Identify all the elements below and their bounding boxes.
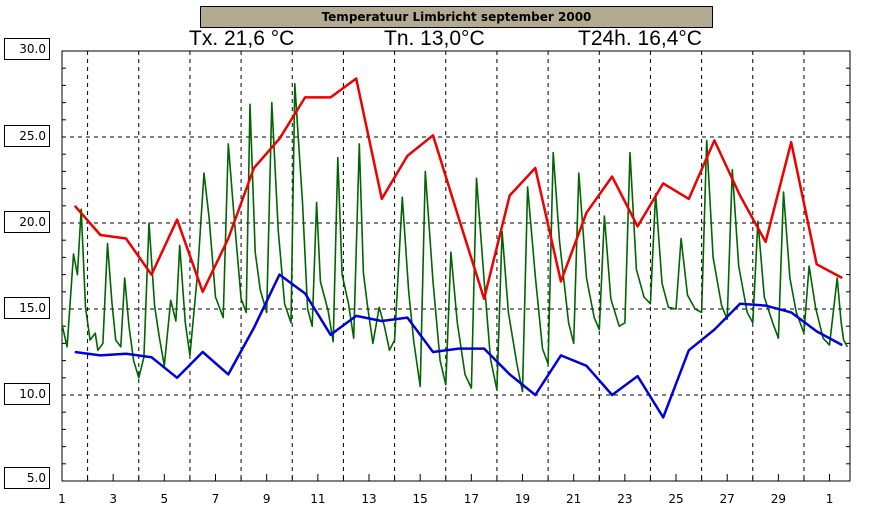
y-tick-label: 15.0 xyxy=(4,297,50,319)
x-tick-label: 21 xyxy=(566,492,581,506)
x-tick-label: 9 xyxy=(263,492,271,506)
x-tick-label: 13 xyxy=(361,492,376,506)
chart-title: Temperatuur Limbricht september 2000 xyxy=(200,6,713,28)
stat-tx: Tx. 21,6 °C xyxy=(189,27,295,50)
plot-border xyxy=(61,50,851,482)
x-tick-label: 23 xyxy=(617,492,632,506)
x-axis-labels: 1 3 5 7 9 11 13 15 17 19 21 23 25 27 29 1 xyxy=(58,492,833,506)
series-line-temp xyxy=(61,82,849,393)
y-tick-label: 30.0 xyxy=(4,38,50,60)
y-tick-label: 5.0 xyxy=(4,467,50,489)
series-line-max xyxy=(73,77,843,300)
x-tick-label: 7 xyxy=(212,492,220,506)
chart-grid xyxy=(62,51,850,481)
x-tick-label: 1 xyxy=(826,492,834,506)
plot-frame xyxy=(61,50,851,482)
y-tick-label: 10.0 xyxy=(4,383,50,405)
stat-t24: T24h. 16,4°C xyxy=(578,27,702,50)
x-tick-label: 3 xyxy=(109,492,117,506)
stat-tn: Tn. 13,0°C xyxy=(384,27,485,50)
x-tick-label: 5 xyxy=(161,492,169,506)
x-tick-label: 15 xyxy=(413,492,428,506)
x-tick-label: 11 xyxy=(310,492,325,506)
x-tick-label: 1 xyxy=(58,492,66,506)
x-tick-label: 17 xyxy=(464,492,479,506)
x-tick-label: 19 xyxy=(515,492,530,506)
series-line-min xyxy=(74,273,843,419)
x-tick-label: 29 xyxy=(771,492,786,506)
x-tick-label: 27 xyxy=(720,492,735,506)
chart-series xyxy=(61,77,849,419)
y-tick-label: 20.0 xyxy=(4,211,50,233)
x-tick-label: 25 xyxy=(668,492,683,506)
y-tick-label: 25.0 xyxy=(4,125,50,147)
